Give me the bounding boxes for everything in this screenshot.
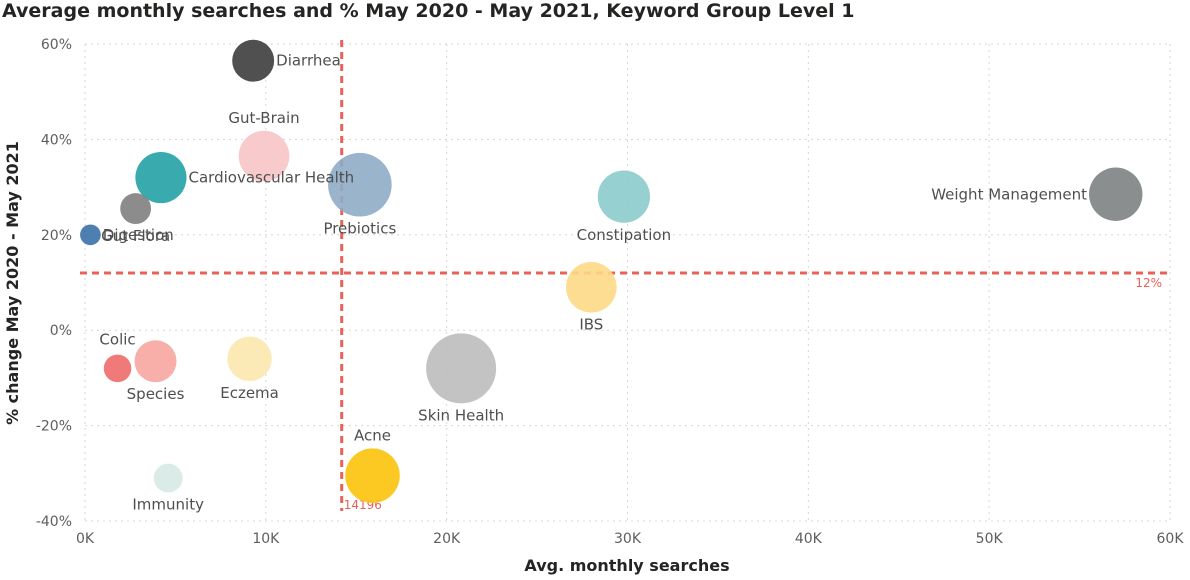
bubble-gut-flora: [120, 193, 152, 224]
bubble-immunity: [153, 463, 183, 493]
bubble-constipation: [597, 170, 651, 223]
bubble-ibs: [565, 261, 617, 313]
bubble-gut-brain: [238, 130, 290, 182]
bubble-eczema: [227, 336, 272, 382]
x-tick-label: 40K: [795, 531, 823, 547]
y-tick-label: 0%: [50, 323, 72, 339]
bubble-label-immunity: Immunity: [132, 495, 204, 513]
bubble-label-digestion: Digestion: [103, 226, 174, 244]
axis-ticks: 60% 40% 20% 0% -20% -40%0K 10K 20K 30K 40K 50K 60K: [36, 37, 1184, 547]
x-tick-label: 50K: [976, 531, 1004, 547]
x-tick-label: 60K: [1157, 531, 1185, 547]
bubble-label-species: Species: [127, 385, 185, 403]
y-tick-label: -20%: [36, 419, 72, 435]
x-tick-label: 10K: [252, 531, 280, 547]
bubble-label-gut-brain: Gut-Brain: [228, 109, 299, 127]
bubble-labels: Diarrhea Gut-Brain Cardiovascular Health Gu…: [99, 52, 1087, 514]
chart-title: Average monthly searches and % May 2020 …: [2, 0, 855, 22]
bubble-digestion: [80, 224, 101, 246]
bubble-weight-management: [1089, 167, 1143, 221]
y-tick-label: 20%: [41, 228, 72, 244]
y-axis-title: % change May 2020 - May 2021: [3, 141, 22, 425]
bubble-label-gut-flora: Gut Flora: [101, 227, 170, 245]
bubble-label-ibs: IBS: [579, 316, 603, 334]
x-axis-title: Avg. monthly searches: [524, 556, 729, 575]
y-tick-label: -40%: [36, 514, 72, 530]
y-tick-label: 40%: [41, 132, 72, 148]
bubble-label-cardiovascular-health: Cardiovascular Health: [189, 169, 355, 187]
bubble-label-colic: Colic: [99, 331, 135, 349]
x-tick-label: 0K: [76, 531, 95, 547]
x-tick-label: 30K: [614, 531, 642, 547]
bubble-label-prebiotics: Prebiotics: [323, 220, 396, 238]
bubble-diarrhea: [232, 39, 275, 82]
x-tick-label: 20K: [433, 531, 461, 547]
bubble-acne: [345, 448, 400, 503]
bubble-label-diarrhea: Diarrhea: [276, 52, 341, 70]
bubble-species: [134, 340, 177, 383]
bubble-label-eczema: Eczema: [220, 384, 279, 402]
bubble-label-constipation: Constipation: [577, 226, 671, 244]
bubble-label-weight-management: Weight Management: [931, 185, 1087, 203]
bubble-prebiotics: [328, 152, 392, 217]
y-reference-label: 12%: [1135, 276, 1162, 290]
bubble-label-skin-health: Skin Health: [418, 406, 504, 424]
bubble-skin-health: [426, 333, 497, 404]
y-tick-label: 60%: [41, 37, 72, 53]
bubbles: [80, 39, 1143, 503]
bubble-colic: [103, 354, 132, 383]
bubble-label-acne: Acne: [354, 426, 391, 444]
bubble-cardiovascular-health: [135, 151, 187, 204]
